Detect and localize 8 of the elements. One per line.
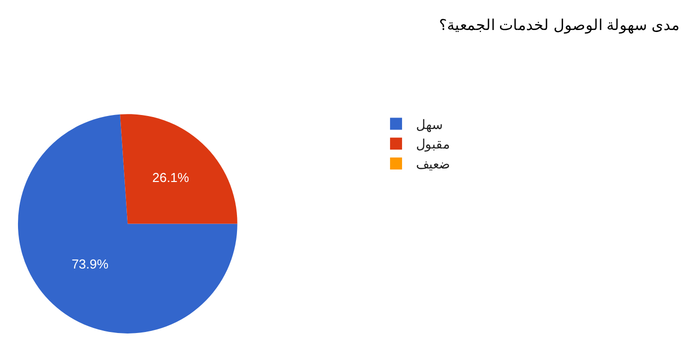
pie-slice	[120, 114, 238, 224]
legend-label: مقبول	[416, 136, 450, 153]
data-label: 26.1%	[152, 170, 190, 185]
legend-label: ضعيف	[416, 156, 450, 172]
data-label: 73.9%	[72, 256, 109, 272]
text: مدى سهولة الوصول لخدمات الجمعية؟	[438, 16, 680, 34]
pie-slice	[18, 114, 238, 334]
legend-label: سهل	[416, 116, 444, 133]
